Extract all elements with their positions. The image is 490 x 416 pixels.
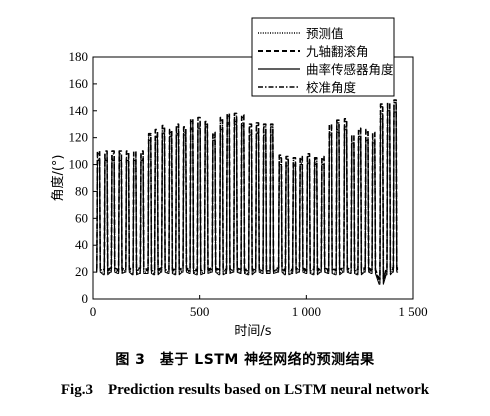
y-tick-label: 180	[69, 49, 89, 64]
chart: 0 20 40 60 80 100 120 140 160 180 0 500 1 000 1 500 时间…	[50, 17, 428, 339]
x-tick-label: 0	[90, 304, 97, 319]
y-tick-label: 160	[69, 76, 89, 91]
series-line-2	[95, 99, 399, 280]
legend-box	[251, 17, 395, 97]
y-tick-label: 60	[75, 210, 88, 225]
legend-label-4: 校准角度	[306, 80, 357, 95]
legend-label-3: 曲率传感器角度	[306, 62, 394, 77]
y-axis-label: 角度/(°)	[50, 154, 66, 201]
series-line-4	[95, 102, 399, 281]
y-tick-label: 0	[82, 291, 89, 306]
legend-label-1: 预测值	[306, 26, 344, 41]
y-tick-label: 20	[75, 264, 88, 279]
legend-label-2: 九轴翻滚角	[306, 44, 369, 59]
x-tick-label: 1 000	[292, 304, 321, 319]
caption-chinese: 图 3 基于 LSTM 神经网络的预测结果	[115, 352, 375, 368]
caption-english: Fig.3 Prediction results based on LSTM n…	[60, 382, 430, 398]
x-tick-label: 500	[190, 304, 210, 319]
y-tick-label: 120	[69, 130, 89, 145]
y-tick-label: 100	[69, 157, 89, 172]
plot-lines	[95, 99, 399, 285]
y-tick-label: 140	[69, 103, 89, 118]
y-tick-label: 80	[75, 183, 88, 198]
axes: 0 20 40 60 80 100 120 140 160 180 0 500 1 000 1 500 时间…	[50, 49, 428, 339]
x-axis-label: 时间/s	[234, 324, 271, 339]
x-tick-label: 1 500	[398, 304, 427, 319]
series-line-3	[95, 110, 399, 285]
series-line-1	[95, 107, 399, 284]
y-tick-label: 40	[75, 237, 88, 252]
